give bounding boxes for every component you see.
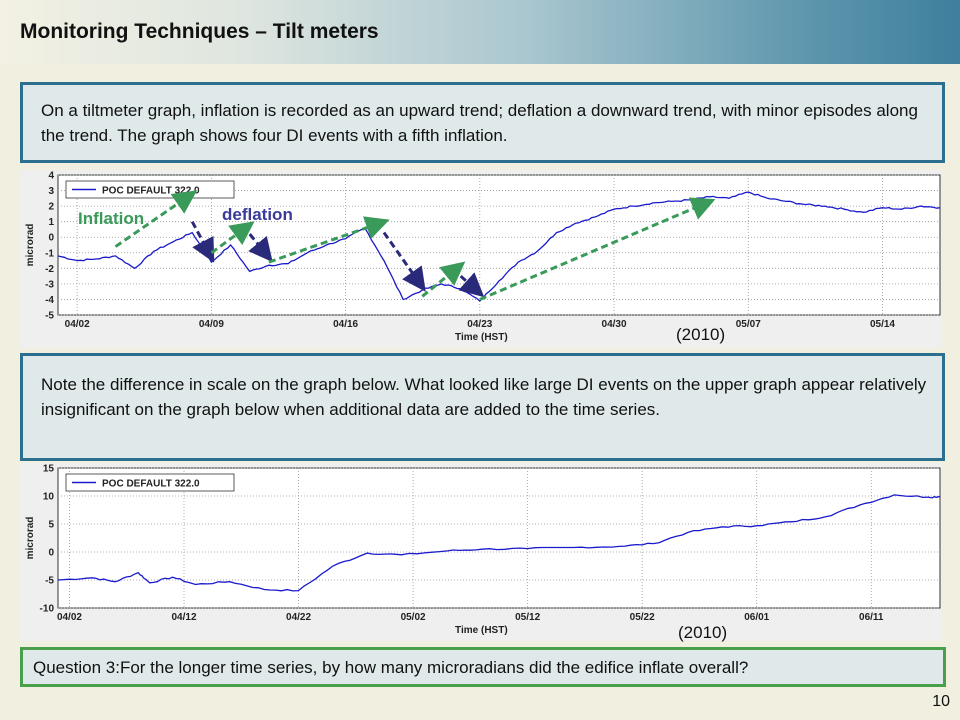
y-tick-label: -3 [45, 279, 54, 290]
tilt-graph-bottom: 15 10 5 0 -5 -10 04/02 04/12 04/22 05/02 05/12 05/2… [20, 463, 942, 641]
question-box: Question 3:For the longer time series, b… [20, 647, 946, 687]
legend-label: POC DEFAULT 322.0 [102, 479, 200, 490]
tilt-graph-top: 4 3 2 1 0 -1 -2 -3 -4 -5 04/02 04/09 04/16 04/23 04/30… [20, 170, 942, 348]
title-bar [0, 0, 960, 64]
year-label-bottom: (2010) [678, 623, 728, 642]
x-tick-label: 04/30 [602, 319, 627, 330]
y-tick-label: -10 [40, 604, 55, 615]
legend: POC DEFAULT 322.0 [65, 473, 235, 492]
y-tick-label: -5 [45, 576, 54, 587]
y-tick-label: -2 [45, 264, 54, 275]
x-tick-label: 05/22 [630, 612, 655, 623]
series-line [57, 494, 941, 592]
question-text: Question 3:For the longer time series, b… [33, 658, 749, 677]
tilt-chart-top: 4 3 2 1 0 -1 -2 -3 -4 -5 04/02 04/09 04/16 04/23 04/30… [25, 171, 941, 343]
deflation-arrow [458, 272, 485, 298]
y-tick-label: 2 [48, 202, 54, 213]
x-axis-label: Time (HST) [455, 625, 508, 636]
y-axis-label: microrad [25, 517, 36, 560]
x-tick-label: 04/02 [57, 612, 82, 623]
x-tick-label: 04/22 [286, 612, 311, 623]
inflation-arrow [421, 261, 466, 298]
x-tick-label: 04/12 [171, 612, 196, 623]
x-tick-label: 04/23 [467, 319, 492, 330]
inflation-arrow [210, 221, 255, 254]
y-tick-label: 3 [48, 186, 54, 197]
y-tick-label: 10 [43, 492, 55, 503]
y-tick-label: 0 [48, 233, 54, 244]
description-text-2: Note the difference in scale on the grap… [41, 375, 927, 419]
x-tick-label: 05/02 [401, 612, 426, 623]
deflation-arrow [190, 220, 215, 263]
y-tick-label: 15 [43, 464, 55, 475]
description-text-1: On a tiltmeter graph, inflation is recor… [41, 101, 918, 145]
legend-box [65, 473, 235, 492]
deflation-arrow [382, 231, 426, 292]
x-tick-label: 04/09 [199, 319, 224, 330]
y-tick-label: 1 [48, 217, 54, 228]
legend-label: POC DEFAULT 322.0 [102, 186, 200, 197]
slide-title: Monitoring Techniques – Tilt meters [20, 20, 379, 43]
inflation-arrow [114, 190, 198, 248]
legend: POC DEFAULT 322.0 [65, 180, 235, 199]
inflation-label: Inflation [78, 209, 144, 228]
x-tick-label: 04/02 [65, 319, 90, 330]
description-box-2: Note the difference in scale on the grap… [20, 353, 945, 461]
inflation-arrow [479, 197, 716, 301]
y-tick-label: 5 [48, 520, 54, 531]
x-tick-label: 06/01 [744, 612, 769, 623]
deflation-arrow [248, 233, 273, 263]
deflation-label: deflation [222, 205, 293, 224]
description-box-1: On a tiltmeter graph, inflation is recor… [20, 82, 945, 163]
inflation-arrow [268, 216, 390, 264]
x-tick-label: 04/16 [333, 319, 358, 330]
x-axis-label: Time (HST) [455, 332, 508, 343]
x-tick-label: 05/07 [736, 319, 761, 330]
y-tick-label: 4 [48, 171, 54, 182]
y-tick-label: 0 [48, 548, 54, 559]
y-tick-label: -5 [45, 311, 54, 322]
page-number: 10 [932, 693, 950, 710]
y-tick-label: -1 [45, 248, 54, 259]
x-tick-label: 06/11 [859, 612, 884, 623]
x-tick-label: 05/14 [870, 319, 895, 330]
year-label-top: (2010) [676, 325, 726, 344]
y-tick-label: -4 [45, 295, 54, 306]
x-tick-label: 05/12 [515, 612, 540, 623]
y-axis-label: microrad [25, 224, 36, 267]
